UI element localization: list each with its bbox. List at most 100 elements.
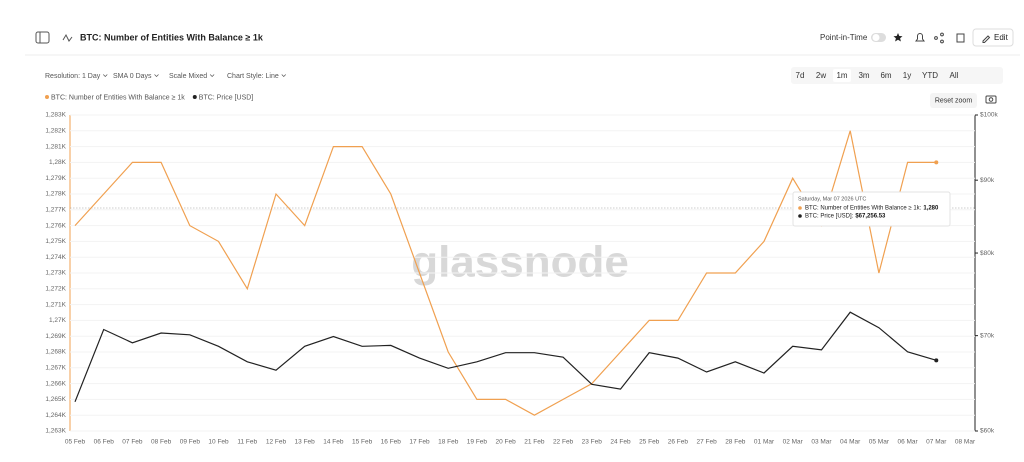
range-button[interactable]: 6m (880, 71, 891, 80)
y-tick-label: 1,275K (45, 238, 66, 245)
y-tick-label: 1,268K (45, 349, 66, 356)
x-tick-label: 01 Mar (754, 439, 775, 446)
point-in-time-label: Point-in-Time (820, 33, 868, 42)
y-tick-label: 1,28K (49, 159, 67, 166)
y2-tick-label: $70k (980, 332, 995, 339)
x-tick-label: 07 Mar (926, 439, 947, 446)
y-tick-label: 1,27K (49, 317, 67, 324)
chevron (154, 74, 159, 77)
x-tick-label: 24 Feb (610, 439, 631, 446)
range-button[interactable]: 3m (858, 71, 869, 80)
series-line (74, 130, 937, 416)
x-tick-label: 05 Feb (65, 439, 86, 446)
range-button[interactable]: 1m (836, 71, 847, 80)
x-tick-label: 26 Feb (668, 439, 689, 446)
x-tick-label: 23 Feb (582, 439, 603, 446)
x-tick-label: 02 Mar (783, 439, 804, 446)
chevron (209, 74, 215, 77)
range-button[interactable]: YTD (922, 71, 938, 80)
star-icon[interactable] (893, 33, 903, 42)
range-button[interactable]: 7d (796, 71, 805, 80)
reset-zoom-button[interactable] (930, 93, 977, 108)
tooltip-date: Saturday, Mar 07 2026 UTC (798, 196, 866, 202)
tooltip-label: BTC: Number of Entities With Balance ≥ 1… (805, 206, 922, 212)
x-tick-label: 25 Feb (639, 439, 660, 446)
y-tick-label: 1,274K (45, 254, 66, 261)
legend-label[interactable]: BTC: Number of Entities With Balance ≥ 1… (51, 94, 185, 101)
x-tick-label: 03 Mar (811, 439, 832, 446)
x-tick-label: 12 Feb (266, 439, 287, 446)
y-tick-label: 1,267K (45, 365, 66, 372)
y2-tick-label: $100k (980, 112, 998, 119)
x-tick-label: 15 Feb (352, 439, 373, 446)
x-tick-label: 20 Feb (496, 439, 517, 446)
y-tick-label: 1,279K (45, 175, 66, 182)
tooltip-label: BTC: Price [USD]: (805, 214, 854, 220)
y2-tick-label: $60k (980, 428, 995, 435)
share-icon[interactable] (934, 32, 944, 44)
metric-icon (62, 33, 73, 42)
y-tick-label: 1,277K (45, 207, 66, 214)
x-tick-label: 07 Feb (122, 439, 143, 446)
y2-tick-label: $80k (980, 250, 995, 257)
legend-dot (45, 95, 49, 99)
y-tick-label: 1,263K (45, 428, 66, 435)
x-tick-label: 08 Feb (151, 439, 172, 446)
sidebar-icon[interactable] (35, 31, 50, 44)
x-tick-label: 05 Mar (869, 439, 890, 446)
tooltip-value: $67,256.53 (855, 214, 886, 220)
range-button[interactable]: 1y (903, 71, 911, 80)
x-tick-label: 27 Feb (696, 439, 717, 446)
toggle-knob (872, 34, 880, 41)
watermark: glassnode (411, 238, 629, 287)
y-tick-label: 1,265K (45, 396, 66, 403)
tooltip-value: 1,280 (923, 206, 939, 212)
range-button[interactable]: 2w (816, 71, 826, 80)
x-tick-label: 10 Feb (208, 439, 229, 446)
range-selected (833, 69, 851, 82)
x-tick-label: 28 Feb (725, 439, 746, 446)
y-tick-label: 1,269K (45, 333, 66, 340)
hover-point (934, 160, 939, 165)
edit-icon (982, 35, 991, 43)
reset-zoom-label: Reset zoom (935, 97, 973, 104)
x-tick-label: 11 Feb (237, 439, 257, 446)
option[interactable]: SMA 0 Days (113, 73, 152, 80)
bell-icon[interactable] (915, 33, 925, 42)
y-tick-label: 1,273K (45, 270, 66, 277)
edit-label: Edit (994, 33, 1009, 42)
y-tick-label: 1,264K (45, 412, 66, 419)
camera-lens (988, 97, 994, 102)
y-tick-label: 1,272K (45, 286, 66, 293)
option[interactable]: Resolution: 1 Day (45, 73, 101, 80)
option[interactable]: Scale Mixed (169, 73, 207, 80)
option[interactable]: Chart Style: Line (227, 73, 279, 80)
x-tick-label: 06 Mar (897, 439, 918, 446)
y-tick-label: 1,278K (45, 191, 66, 198)
x-tick-label: 17 Feb (409, 439, 430, 446)
x-tick-label: 08 Mar (955, 439, 976, 446)
x-tick-label: 14 Feb (323, 439, 344, 446)
copy-icon[interactable] (956, 33, 965, 43)
camera-icon[interactable] (985, 95, 997, 104)
y-tick-label: 1,281K (45, 143, 66, 150)
y2-tick-label: $90k (980, 177, 995, 184)
x-tick-label: 04 Mar (840, 439, 861, 446)
legend-label[interactable]: BTC: Price [USD] (199, 94, 254, 101)
tooltip-dot (798, 214, 802, 218)
chevron (281, 74, 286, 77)
x-tick-label: 21 Feb (524, 439, 545, 446)
y-tick-label: 1,276K (45, 222, 66, 229)
x-tick-label: 13 Feb (295, 439, 316, 446)
x-tick-label: 16 Feb (381, 439, 402, 446)
y-tick-label: 1,271K (45, 301, 66, 308)
range-button[interactable]: All (950, 71, 959, 80)
y-tick-label: 1,282K (45, 128, 66, 135)
x-tick-label: 19 Feb (467, 439, 488, 446)
edit-button[interactable] (972, 28, 1014, 47)
x-tick-label: 06 Feb (94, 439, 115, 446)
x-tick-label: 09 Feb (180, 439, 201, 446)
series-line (74, 311, 937, 403)
